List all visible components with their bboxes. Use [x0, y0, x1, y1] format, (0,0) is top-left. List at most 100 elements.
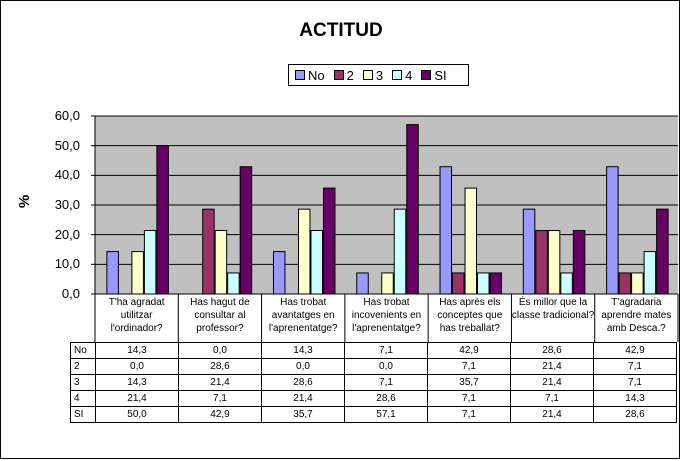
table-row: 4 21,4 7,1 21,4 28,6 7,1 7,1 14,3 — [70, 390, 677, 407]
bar-3-cat3 — [297, 208, 311, 295]
bar-si-cat4 — [406, 124, 419, 295]
bar-3-cat4 — [381, 272, 394, 295]
table-cell: 7,1 — [427, 358, 511, 375]
y-tick-label: 10,0 — [54, 256, 80, 272]
bar-no-cat7 — [606, 166, 619, 295]
bar-4-cat1 — [143, 230, 157, 295]
legend-swatch — [392, 70, 403, 80]
bar-no-cat1 — [106, 251, 119, 295]
legend-swatch — [333, 70, 344, 80]
bar-4-cat7 — [643, 251, 657, 295]
bar-no-cat5 — [439, 166, 453, 295]
bar-4-cat3 — [310, 230, 323, 295]
x-category-label: Has trobat avantatges en l'aprenentatge? — [268, 297, 338, 334]
bar-4-cat5 — [477, 272, 490, 295]
bar-3-cat2 — [214, 230, 228, 295]
table-row: No 14,3 0,0 14,3 7,1 42,9 28,6 42,9 — [70, 342, 677, 359]
table-row-header: SI — [70, 406, 96, 423]
x-category-label: Has trobat incovenients en l'aprenentatg… — [351, 297, 422, 334]
table-cell: 57,1 — [344, 406, 428, 423]
y-tick-label: 0,0 — [61, 286, 80, 301]
legend-label: 2 — [346, 67, 354, 83]
y-tick-label: 20,0 — [54, 226, 80, 242]
table-cell: 21,4 — [178, 374, 262, 391]
table-cell: 7,1 — [344, 374, 428, 391]
legend-swatch — [362, 70, 373, 80]
chart-title: ACTITUD — [299, 20, 383, 41]
table-cell: 0,0 — [178, 342, 262, 359]
bar-si-cat3 — [322, 187, 336, 295]
bar-si-cat6 — [572, 230, 586, 295]
table-cell: 0,0 — [344, 358, 428, 375]
table-row-header: 4 — [70, 390, 96, 407]
table-cell: 42,9 — [427, 342, 511, 359]
bar-2-cat5 — [452, 272, 465, 295]
table-cell: 28,6 — [261, 374, 345, 391]
bar-no-cat3 — [272, 251, 286, 295]
bar-4-cat6 — [560, 272, 573, 295]
y-tick-label: 50,0 — [54, 137, 80, 153]
table-cell: 35,7 — [261, 406, 345, 423]
bar-si-cat1 — [156, 145, 169, 295]
x-category-label: Has hagut de consultar al professor? — [190, 297, 250, 334]
legend-label: No — [308, 67, 325, 83]
table-cell: 14,3 — [95, 342, 179, 359]
table-cell: 21,4 — [510, 374, 594, 391]
table-row: SI 50,0 42,9 35,7 57,1 7,1 21,4 28,6 — [70, 406, 677, 423]
legend-item: No — [295, 68, 325, 83]
table-cell: 0,0 — [95, 358, 179, 375]
table-cell: 42,9 — [178, 406, 262, 423]
table-row-header: No — [70, 342, 96, 359]
legend-item: SI — [421, 67, 447, 83]
table-cell: 0,0 — [261, 358, 345, 375]
table-cell: 50,0 — [95, 406, 179, 423]
table-cell: 28,6 — [593, 406, 677, 423]
legend-item: 4 — [392, 68, 412, 83]
table-cell: 14,3 — [95, 374, 179, 391]
y-tick-label: 30,0 — [54, 197, 80, 212]
bar-no-cat4 — [356, 272, 369, 295]
table-row-header: 2 — [70, 358, 96, 375]
table-cell: 28,6 — [344, 390, 428, 407]
bar-2-cat7 — [618, 272, 632, 295]
bar-4-cat2 — [227, 272, 240, 295]
x-category-label: T'ha agradat utilitzar l'ordinador? — [108, 297, 165, 334]
bar-3-cat7 — [631, 272, 644, 295]
bar-3-cat1 — [131, 251, 144, 295]
table-cell: 7,1 — [178, 390, 262, 407]
bar-4-cat4 — [393, 208, 407, 295]
bar-si-cat5 — [489, 272, 503, 295]
legend-item: 2 — [333, 67, 354, 83]
table-cell: 28,6 — [510, 342, 594, 359]
legend-swatch — [295, 70, 305, 80]
legend-label: 3 — [375, 67, 384, 83]
table-cell: 7,1 — [427, 390, 511, 407]
table-cell: 7,1 — [344, 342, 428, 359]
legend-label: 4 — [405, 67, 413, 83]
legend-swatch — [421, 70, 432, 80]
table-cell: 21,4 — [510, 406, 594, 423]
table-row-header: 3 — [70, 374, 96, 391]
table-cell: 7,1 — [427, 406, 511, 423]
bar-2-cat2 — [202, 208, 215, 295]
bar-si-cat2 — [239, 166, 253, 295]
table-cell: 28,6 — [178, 358, 262, 375]
table-cell: 7,1 — [510, 390, 594, 407]
legend-label: SI — [434, 67, 447, 83]
table-cell: 35,7 — [427, 374, 511, 391]
table-row: 2 0,0 28,6 0,0 0,0 7,1 21,4 7,1 — [70, 358, 677, 375]
legend-item: 3 — [362, 67, 384, 83]
data-table: No 14,3 0,0 14,3 7,1 42,9 28,6 42,9 2 0,0 28,6 0,0 0… — [70, 342, 677, 423]
bar-3-cat6 — [547, 230, 561, 295]
y-tick-label: 40,0 — [54, 167, 80, 183]
table-cell: 42,9 — [593, 342, 677, 359]
y-tick-label: 60,0 — [54, 108, 80, 123]
table-row: 3 14,3 21,4 28,6 7,1 35,7 21,4 7,1 — [70, 374, 677, 391]
bar-si-cat7 — [656, 208, 669, 295]
table-cell: 21,4 — [95, 390, 179, 407]
bar-3-cat5 — [464, 187, 478, 295]
chart-legend: No 2 3 4 SI — [288, 64, 469, 86]
bar-2-cat6 — [535, 230, 548, 295]
